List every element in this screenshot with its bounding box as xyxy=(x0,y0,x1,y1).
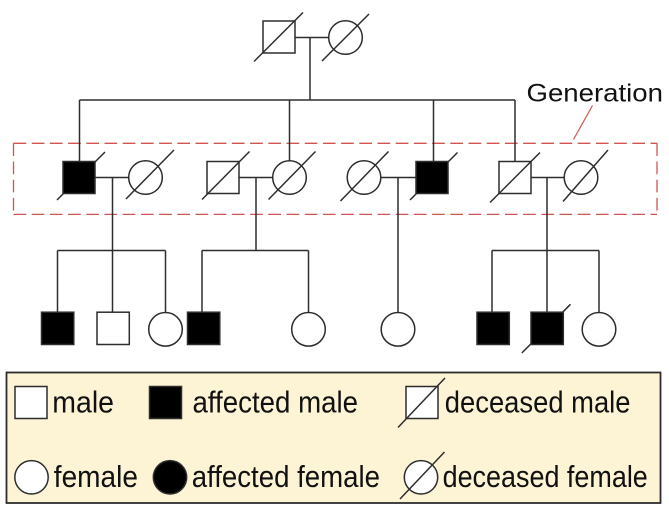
svg-text:deceased male: deceased male xyxy=(445,384,631,419)
svg-text:female: female xyxy=(54,459,138,494)
svg-text:Generation: Generation xyxy=(527,80,664,108)
svg-text:male: male xyxy=(52,384,114,419)
svg-text:affected female: affected female xyxy=(192,459,380,494)
svg-text:deceased female: deceased female xyxy=(443,459,648,494)
svg-text:affected male: affected male xyxy=(193,384,359,419)
